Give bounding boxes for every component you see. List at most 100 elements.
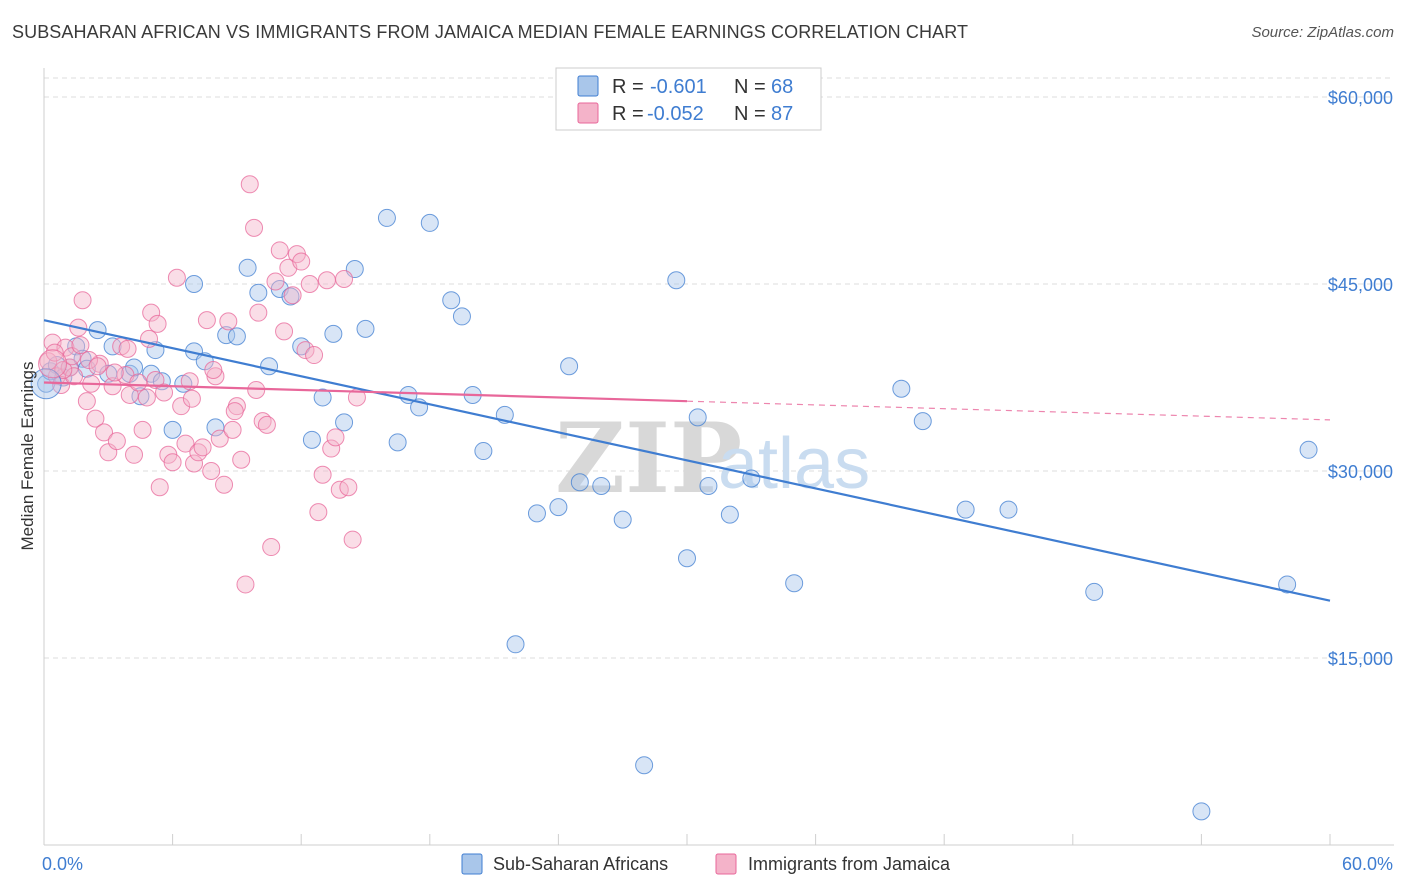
point-sub-saharan	[163, 420, 182, 439]
trend-jamaica-dashed	[686, 400, 1331, 421]
point-jamaica	[292, 252, 311, 271]
point-jamaica	[77, 392, 96, 411]
point-sub-saharan	[667, 271, 686, 290]
point-sub-saharan	[313, 388, 332, 407]
point-jamaica	[326, 428, 345, 447]
point-sub-saharan	[335, 413, 354, 432]
watermark-atlas: atlas	[718, 424, 870, 504]
bottom-legend-swatch-blue	[461, 853, 483, 875]
point-sub-saharan	[452, 307, 471, 326]
point-jamaica	[322, 439, 341, 458]
point-jamaica	[182, 389, 201, 408]
point-sub-saharan	[260, 357, 279, 376]
point-jamaica	[215, 475, 234, 494]
data-points	[30, 175, 1318, 821]
point-jamaica	[339, 478, 358, 497]
point-sub-saharan	[420, 213, 439, 232]
point-jamaica	[73, 291, 92, 310]
point-jamaica	[150, 478, 169, 497]
point-sub-saharan	[635, 756, 654, 775]
y-tick-label: $30,000	[1328, 462, 1393, 482]
point-jamaica	[317, 271, 336, 290]
point-jamaica	[148, 314, 167, 333]
legend-n-value-2: 87	[771, 103, 793, 125]
point-jamaica	[163, 453, 182, 472]
trend-jamaica	[43, 381, 688, 403]
legend-r-value-1: -0.601	[650, 76, 707, 98]
point-jamaica	[236, 575, 255, 594]
x-tick-label-max: 60.0%	[1342, 854, 1393, 874]
point-jamaica	[54, 361, 73, 380]
point-sub-saharan	[73, 349, 92, 368]
point-jamaica	[172, 397, 191, 416]
point-sub-saharan	[227, 327, 246, 346]
point-jamaica	[180, 372, 199, 391]
legend-box	[555, 67, 822, 131]
legend-n-value-1: 68	[771, 76, 793, 98]
point-jamaica	[283, 286, 302, 305]
point-sub-saharan	[785, 574, 804, 593]
source-label: Source: ZipAtlas.com	[1251, 24, 1394, 41]
point-sub-saharan	[356, 319, 375, 338]
legend-r-label-1: R =	[612, 76, 644, 98]
point-jamaica	[305, 346, 324, 365]
y-axis-title: Median Female Earnings	[18, 362, 37, 551]
legend-n-label-1: N =	[734, 76, 766, 98]
point-jamaica	[262, 538, 281, 557]
point-jamaica	[223, 420, 242, 439]
y-tick-label: $15,000	[1328, 649, 1393, 669]
point-jamaica	[225, 402, 244, 421]
point-jamaica	[146, 370, 165, 389]
point-jamaica	[309, 503, 328, 522]
point-jamaica	[71, 336, 90, 355]
point-jamaica	[95, 423, 114, 442]
point-sub-saharan	[442, 291, 461, 310]
point-jamaica	[204, 361, 223, 380]
point-sub-saharan	[913, 412, 932, 431]
y-tick-label: $45,000	[1328, 275, 1393, 295]
point-jamaica	[137, 388, 156, 407]
point-sub-saharan	[570, 473, 589, 492]
point-sub-saharan	[720, 505, 739, 524]
point-sub-saharan	[474, 442, 493, 461]
legend-r-value-2: -0.052	[647, 103, 704, 125]
point-sub-saharan	[185, 275, 204, 293]
point-jamaica	[249, 303, 268, 322]
point-sub-saharan	[549, 498, 568, 517]
point-jamaica	[185, 454, 204, 473]
point-jamaica	[65, 367, 84, 386]
point-sub-saharan	[302, 430, 321, 449]
legend-r-label-2: R =	[612, 103, 644, 125]
point-jamaica	[88, 357, 107, 376]
point-jamaica	[118, 339, 137, 358]
point-jamaica	[270, 241, 289, 260]
point-jamaica	[210, 429, 229, 448]
y-tick-label: $60,000	[1328, 88, 1393, 108]
point-sub-saharan	[688, 408, 707, 427]
bottom-legend-label-2: Immigrants from Jamaica	[748, 854, 951, 874]
legend-swatch-pink	[577, 102, 599, 124]
watermark-zip: ZIP	[555, 402, 742, 515]
point-jamaica	[219, 312, 238, 331]
point-jamaica	[257, 415, 276, 434]
axes: $15,000 $30,000 $45,000 $60,000 0.0% 60.0%	[42, 68, 1394, 874]
point-sub-saharan	[1299, 440, 1318, 459]
point-jamaica-large	[38, 349, 68, 379]
point-jamaica	[232, 450, 251, 469]
point-jamaica	[90, 354, 109, 373]
point-jamaica	[266, 272, 285, 291]
point-sub-saharan	[592, 476, 611, 495]
point-jamaica	[300, 275, 319, 293]
point-sub-saharan	[999, 500, 1018, 519]
point-jamaica	[193, 438, 212, 457]
point-jamaica	[105, 363, 124, 382]
point-jamaica	[176, 434, 195, 453]
point-sub-saharan	[560, 357, 579, 376]
point-jamaica	[45, 343, 64, 362]
bottom-legend-label-1: Sub-Saharan Africans	[493, 854, 668, 874]
point-sub-saharan	[238, 258, 257, 277]
legend-n-label-2: N =	[734, 103, 766, 125]
point-sub-saharan	[388, 433, 407, 452]
point-jamaica	[86, 409, 105, 428]
point-sub-saharan	[678, 549, 696, 568]
